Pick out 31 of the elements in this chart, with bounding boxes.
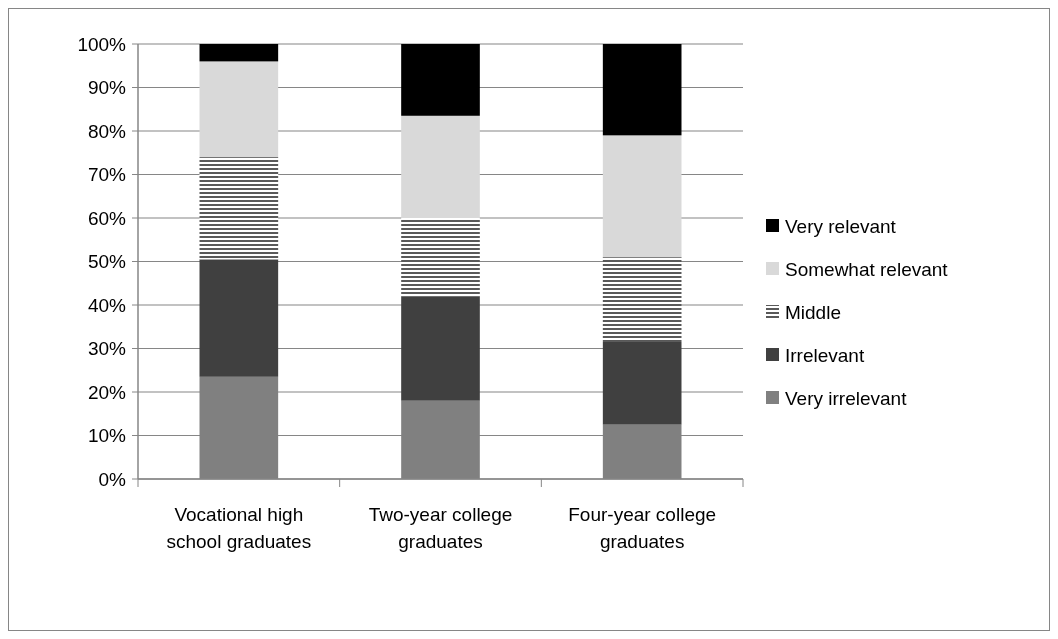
y-tick-label: 30% bbox=[87, 338, 127, 360]
legend-label: Very irrelevant bbox=[785, 387, 908, 409]
bar bbox=[602, 341, 682, 425]
legend-label: Somewhat relevant bbox=[785, 258, 949, 280]
legend-label: Irrelevant bbox=[785, 344, 865, 366]
x-tick-label: Four-year college graduates bbox=[568, 504, 717, 552]
y-tick-label: 20% bbox=[87, 381, 127, 403]
bar bbox=[602, 44, 682, 136]
y-tick-label: 70% bbox=[87, 164, 127, 186]
legend-label: Middle bbox=[785, 301, 841, 323]
bar bbox=[199, 259, 279, 377]
y-tick-label: 0% bbox=[98, 468, 127, 490]
bar bbox=[199, 44, 279, 62]
y-tick-label: 100% bbox=[77, 33, 127, 55]
bar bbox=[401, 218, 480, 297]
y-tick-label: 60% bbox=[87, 207, 127, 229]
x-tick-label: Two-year college graduates bbox=[368, 504, 513, 552]
bar bbox=[401, 115, 480, 218]
y-tick-label: 80% bbox=[87, 120, 127, 142]
bar bbox=[401, 296, 480, 401]
y-tick-label: 40% bbox=[87, 294, 127, 316]
bar bbox=[602, 135, 682, 258]
bar bbox=[602, 257, 682, 342]
y-tick-label: 90% bbox=[87, 77, 127, 99]
bar bbox=[401, 44, 480, 116]
bar bbox=[199, 157, 279, 260]
x-tick-label: Vocational high school graduates bbox=[166, 504, 312, 552]
y-tick-label: 10% bbox=[87, 425, 127, 447]
legend-label: Very relevant bbox=[785, 215, 897, 237]
bar bbox=[199, 61, 279, 158]
y-tick-label: 50% bbox=[87, 251, 127, 273]
